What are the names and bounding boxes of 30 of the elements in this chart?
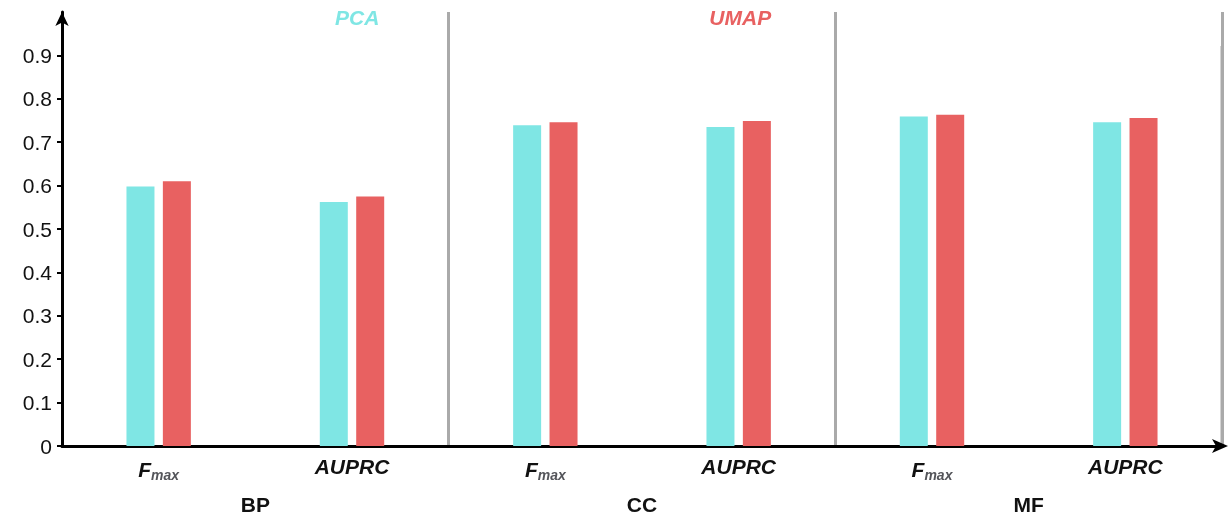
bar xyxy=(742,120,771,446)
x-tick-label: AUPRC xyxy=(313,455,391,478)
bar xyxy=(513,125,542,446)
bar xyxy=(319,202,348,446)
bar xyxy=(899,116,928,446)
bar xyxy=(126,186,155,446)
bar xyxy=(936,114,965,446)
y-tick-label: 0.3 xyxy=(22,304,52,328)
bar xyxy=(1129,117,1158,446)
bar xyxy=(706,127,735,446)
y-tick-label: 0.2 xyxy=(22,347,52,371)
y-tick-label: 0.5 xyxy=(22,217,52,241)
bar xyxy=(1093,122,1122,446)
y-tick-label: 0.8 xyxy=(22,87,52,111)
y-tick-label: 0 xyxy=(40,434,52,458)
text: CC xyxy=(626,493,658,516)
y-tick-label: 0.6 xyxy=(22,174,52,198)
x-tick-label: AUPRC xyxy=(1087,455,1164,478)
bar xyxy=(549,122,578,446)
y-tick-label: 0.9 xyxy=(22,43,52,67)
y-tick-label: 0.4 xyxy=(22,260,53,284)
text: MF xyxy=(1013,493,1044,516)
y-tick-label: 0.1 xyxy=(22,391,52,415)
bar xyxy=(162,181,191,446)
bar xyxy=(356,196,385,446)
text: BP xyxy=(240,493,270,516)
x-tick-label: AUPRC xyxy=(700,455,777,478)
y-tick-label: 0.7 xyxy=(22,130,52,154)
text: UMAP xyxy=(709,6,773,29)
text: PCA xyxy=(335,6,380,29)
